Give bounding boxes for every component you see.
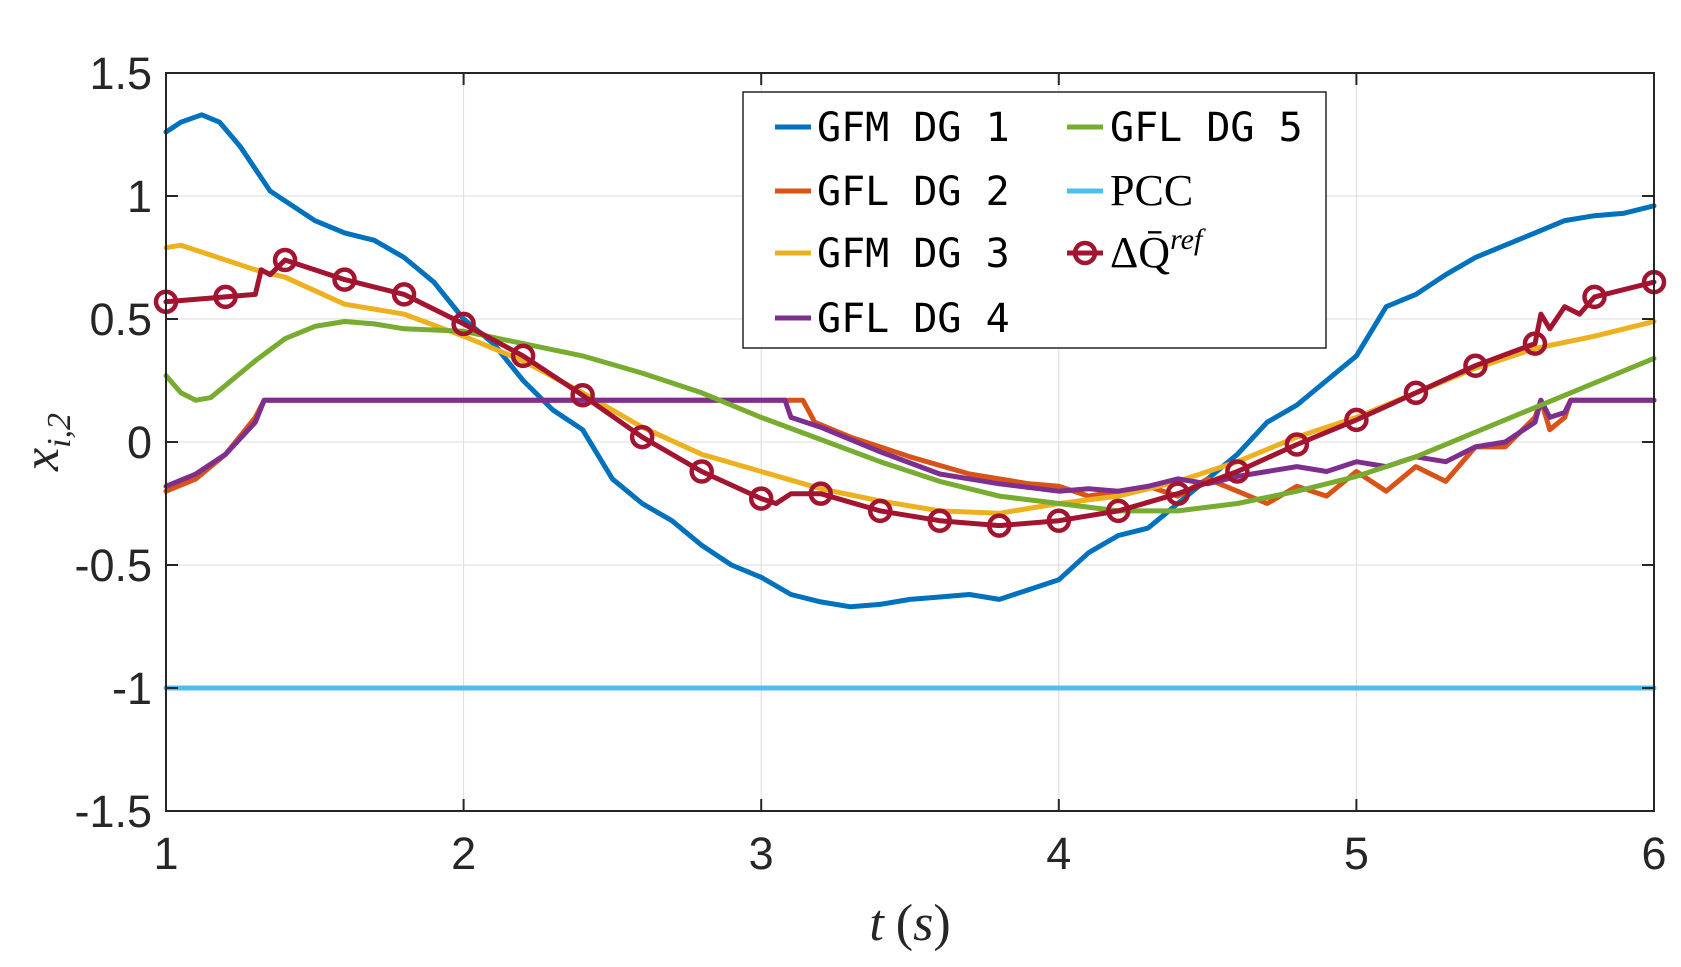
data-point-marker — [213, 284, 238, 310]
x-tick-label: 3 — [749, 828, 774, 879]
data-point-marker — [1106, 498, 1131, 524]
x-axis-ticks: 1 2 3 4 5 6 — [153, 73, 1667, 879]
y-tick-label: -0.5 — [74, 540, 152, 591]
data-point-marker — [629, 424, 655, 450]
legend-label: PCC — [1110, 166, 1193, 215]
data-point-marker — [1582, 284, 1607, 310]
data-point-marker — [1284, 432, 1310, 457]
y-axis-ticks: 1.5 1 0.5 0 -0.5 -1 -1.5 — [74, 48, 1654, 837]
legend-label: GFM DG 3 — [817, 231, 1010, 277]
x-tick-label: 2 — [451, 828, 476, 879]
x-tick-label: 6 — [1641, 828, 1666, 879]
data-point-marker — [510, 343, 536, 369]
data-point-marker — [391, 282, 417, 307]
data-point-marker — [1344, 407, 1369, 433]
series-line-gfl-dg-4 — [163, 397, 1657, 494]
legend: GFM DG 1 GFL DG 2 GFM DG 3 GFL DG 4 GFL DG 5… — [742, 91, 1327, 349]
y-tick-label: 0.5 — [89, 294, 152, 345]
data-point-marker — [272, 247, 298, 273]
x-axis-label: t (s) — [869, 895, 950, 952]
y-axis-label-sub: i,2 — [41, 413, 78, 448]
legend-label: GFM DG 1 — [817, 105, 1010, 151]
data-point-marker — [570, 383, 595, 408]
data-point-marker — [689, 459, 714, 484]
data-point-marker — [1463, 353, 1488, 378]
legend-label: ΔQ̄ref — [1110, 223, 1206, 277]
y-tick-label: -1.5 — [74, 786, 152, 837]
data-point-marker — [1225, 459, 1250, 484]
y-axis-label: xi,2 — [13, 413, 78, 472]
x-tick-label: 5 — [1344, 828, 1369, 879]
x-axis-label-var: t — [869, 895, 885, 952]
series-line-gfm-dg-1 — [163, 112, 1657, 610]
x-tick-label: 1 — [153, 828, 178, 879]
data-point-marker — [1165, 481, 1191, 506]
data-point-marker — [1522, 331, 1548, 356]
legend-swatch-marker — [1072, 240, 1098, 266]
data-point-marker — [451, 311, 476, 337]
data-point-marker — [332, 267, 357, 292]
data-point-marker — [927, 508, 953, 533]
y-tick-label: 0 — [127, 417, 152, 468]
y-tick-label: -1 — [112, 663, 152, 714]
data-point-marker — [748, 486, 774, 511]
y-tick-label: 1.5 — [89, 48, 152, 99]
data-point-marker — [808, 481, 833, 506]
legend-label: GFL DG 5 — [1110, 105, 1303, 151]
x-tick-label: 4 — [1046, 828, 1071, 879]
data-point-marker — [987, 513, 1012, 538]
data-point-marker — [1046, 508, 1072, 533]
series-line-gfl-dg-5 — [163, 319, 1657, 514]
y-tick-label: 1 — [127, 171, 152, 222]
series-layer — [153, 112, 1667, 691]
y-axis-label-var: x — [13, 448, 70, 472]
legend-label: GFL DG 2 — [817, 169, 1010, 215]
data-point-marker — [867, 498, 893, 524]
legend-label: GFL DG 4 — [817, 296, 1010, 342]
x-axis-label-unit-var: s — [913, 895, 933, 952]
data-point-marker — [1403, 380, 1429, 406]
svg-text:xi,2: xi,2 — [13, 413, 78, 472]
legend-box — [742, 91, 1327, 349]
